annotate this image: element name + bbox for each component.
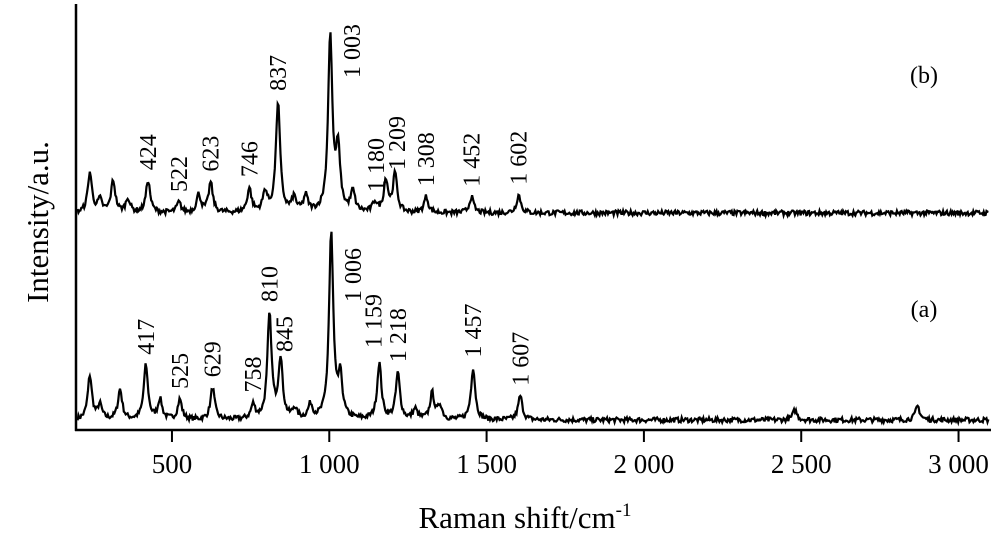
peak-label: 417: [134, 319, 160, 355]
peak-label: 1 308: [414, 132, 440, 186]
x-tick-label: 2 500: [771, 449, 832, 479]
peak-label: 837: [266, 55, 292, 91]
peak-label: 623: [199, 136, 225, 172]
peak-label: 629: [201, 341, 227, 377]
peak-label: 1 209: [385, 116, 411, 170]
series-label-b: (b): [910, 63, 938, 89]
peak-label: 1 180: [364, 138, 390, 192]
peak-label: 746: [237, 141, 263, 177]
x-tick-label: 500: [152, 449, 193, 479]
peak-label: 424: [136, 134, 162, 170]
x-axis-label-superscript: -1: [616, 500, 632, 521]
x-tick-label: 3 000: [928, 449, 989, 479]
peak-label: 1 218: [386, 308, 412, 362]
y-axis-label: Intensity/a.u.: [20, 141, 55, 303]
peak-label: 1 607: [508, 332, 534, 386]
spectrum-line-a: [76, 231, 990, 427]
x-tick-label: 2 000: [614, 449, 675, 479]
peak-label: 522: [167, 156, 193, 192]
peak-label: 1 452: [460, 133, 486, 187]
peak-label: 1 003: [340, 24, 366, 78]
peak-label: 758: [241, 357, 267, 393]
x-tick-label: 1 000: [299, 449, 360, 479]
peak-label: 1 602: [507, 131, 533, 185]
spectrum-line-b: [76, 32, 989, 220]
peak-label: 525: [168, 353, 194, 389]
peak-label: 1 457: [461, 304, 487, 358]
peak-label: 1 006: [341, 248, 367, 302]
peak-label: 1 159: [361, 294, 387, 348]
x-tick-label: 1 500: [456, 449, 517, 479]
x-axis-label: Raman shift/cm-1: [419, 500, 632, 535]
peak-label: 810: [258, 266, 284, 302]
series-label-a: (a): [911, 297, 938, 323]
peak-label: 845: [273, 316, 299, 352]
